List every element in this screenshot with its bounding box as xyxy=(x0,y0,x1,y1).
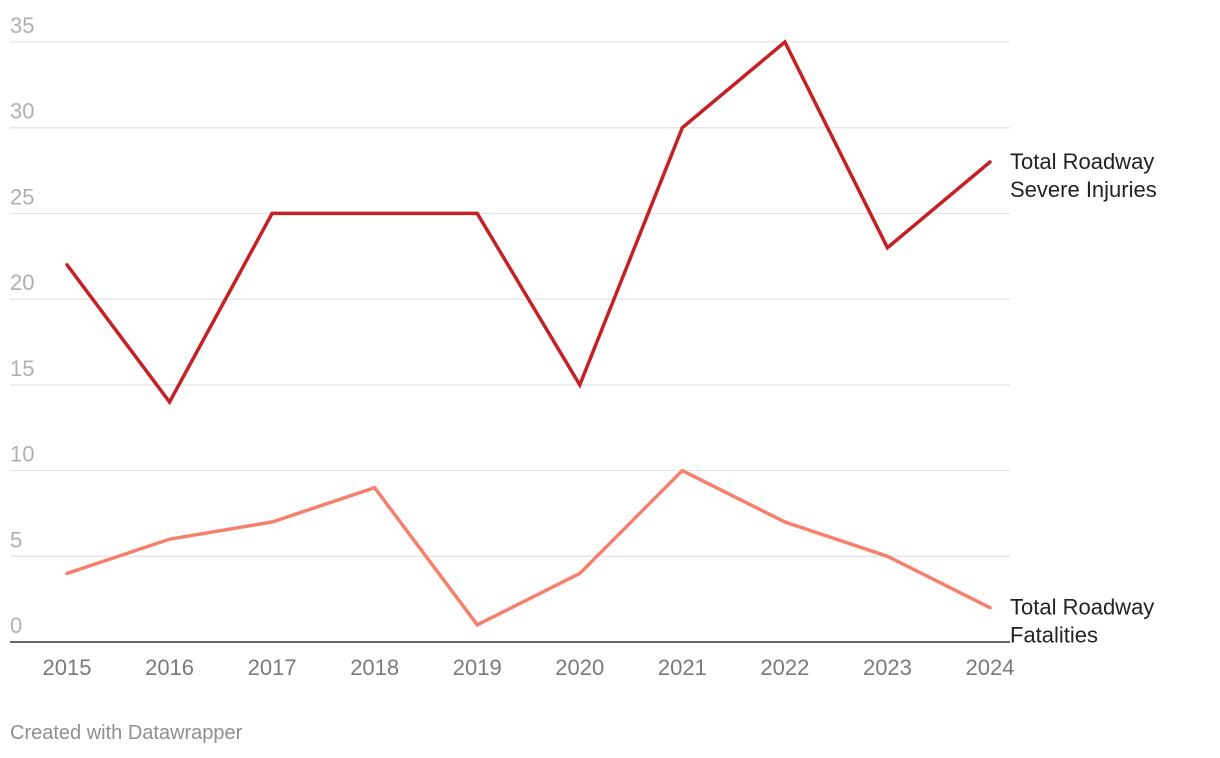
x-tick-label: 2021 xyxy=(658,655,707,680)
x-tick-label: 2022 xyxy=(760,655,809,680)
x-tick-label: 2023 xyxy=(863,655,912,680)
y-tick-label: 20 xyxy=(10,270,34,295)
x-tick-label: 2015 xyxy=(43,655,92,680)
y-tick-label: 25 xyxy=(10,184,34,209)
y-axis-tick-labels: 0 5 10 15 20 25 30 35 xyxy=(10,13,34,638)
gridlines xyxy=(10,41,1010,557)
y-tick-label: 15 xyxy=(10,356,34,381)
x-tick-label: 2017 xyxy=(248,655,297,680)
series-label-line: Total Roadway xyxy=(1010,595,1154,620)
y-tick-label: 0 xyxy=(10,613,22,638)
series-line-1 xyxy=(65,468,992,628)
y-tick-label: 5 xyxy=(10,527,22,552)
y-tick-label: 35 xyxy=(10,13,34,38)
x-tick-label: 2018 xyxy=(350,655,399,680)
series-label-line: Fatalities xyxy=(1010,623,1098,648)
x-tick-label: 2016 xyxy=(145,655,194,680)
x-axis-tick-labels: 2015 2016 2017 2018 2019 2020 2021 2022 2023 2024 xyxy=(43,655,1015,680)
y-tick-label: 30 xyxy=(10,99,34,124)
series-lines xyxy=(65,39,992,628)
x-tick-label: 2020 xyxy=(555,655,604,680)
series-label-1: Total Roadway Fatalities xyxy=(1010,595,1154,648)
y-tick-label: 10 xyxy=(10,442,34,467)
x-tick-label: 2019 xyxy=(453,655,502,680)
datawrapper-credit: Created with Datawrapper xyxy=(10,722,243,744)
series-label-0: Total Roadway Severe Injuries xyxy=(1010,149,1157,202)
series-label-line: Total Roadway xyxy=(1010,149,1154,174)
series-label-line: Severe Injuries xyxy=(1010,177,1157,202)
x-tick-label: 2024 xyxy=(966,655,1015,680)
series-line-0 xyxy=(65,39,992,406)
